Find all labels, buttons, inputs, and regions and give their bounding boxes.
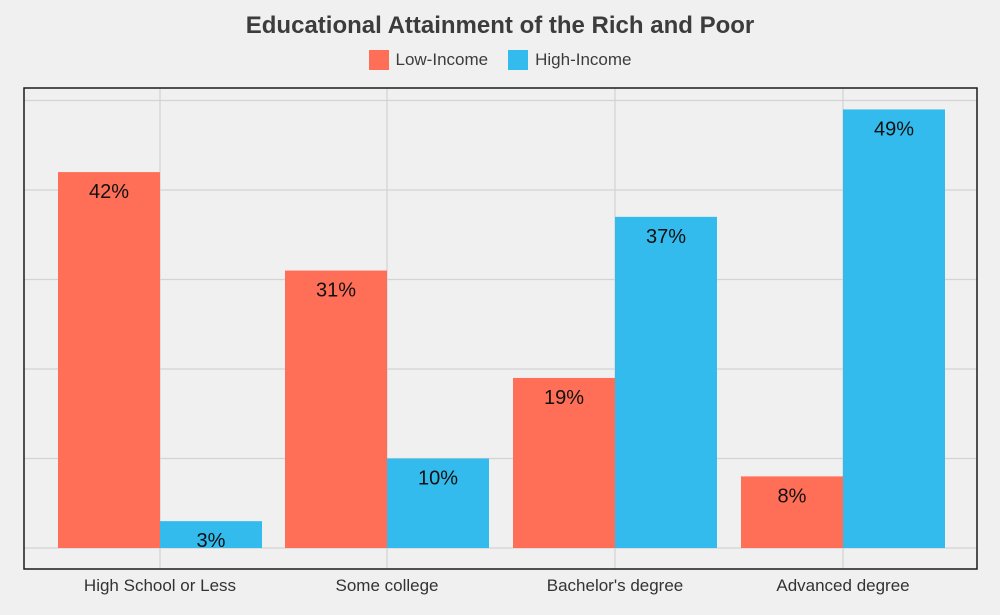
plot-panel-border	[23, 87, 978, 570]
bar-low-income-1	[285, 270, 387, 548]
bar-value-label: 31%	[316, 280, 356, 302]
bar-low-income-2	[513, 377, 615, 548]
bar-value-label: 10%	[418, 468, 458, 490]
bar-high-income-2	[615, 216, 717, 548]
bar-value-label: 19%	[544, 387, 584, 409]
bar-value-label: 3%	[197, 530, 226, 552]
bars	[58, 109, 945, 548]
x-tick-label: Some college	[335, 576, 438, 595]
x-axis-tick-labels: High School or Less Some college Bachelor'…	[84, 576, 910, 595]
bar-high-income-3	[843, 109, 945, 548]
chart-title: Educational Attainment of the Rich and P…	[245, 12, 755, 39]
bar-value-label: 49%	[874, 118, 914, 140]
bar-value-label: 42%	[89, 181, 129, 203]
bar-low-income-3	[741, 476, 843, 548]
legend-swatch-high-income	[508, 50, 529, 70]
legend-item-low-income: Low-Income	[368, 50, 489, 70]
bar-high-income-0	[160, 521, 262, 548]
legend-swatch-low-income	[368, 50, 389, 70]
x-tick-label: High School or Less	[84, 576, 236, 595]
x-tick-label: Bachelor's degree	[547, 576, 684, 595]
legend: Low-Income High-Income	[0, 50, 1000, 70]
bar-high-income-1	[387, 458, 489, 548]
legend-label-high-income: High-Income	[535, 50, 632, 69]
bar-labels: 42% 3% 31% 10% 19% 37% 8% 49%	[89, 118, 914, 552]
legend-item-high-income: High-Income	[508, 50, 631, 70]
bar-value-label: 37%	[646, 226, 686, 248]
x-tick-label: Advanced degree	[776, 576, 909, 595]
bar-low-income-0	[58, 172, 160, 548]
bar-value-label: 8%	[778, 485, 807, 507]
legend-label-low-income: Low-Income	[395, 50, 489, 69]
